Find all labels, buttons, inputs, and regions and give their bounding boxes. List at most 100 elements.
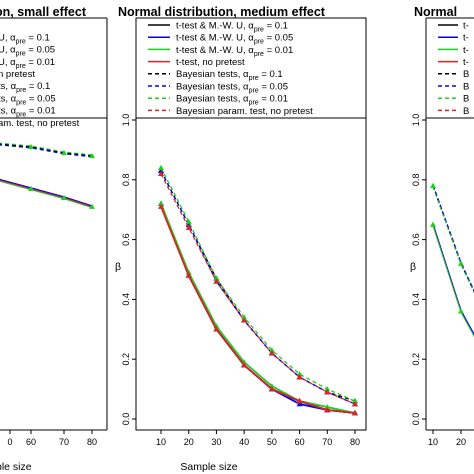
data-point <box>296 374 303 380</box>
legend-label: Bayesian param. test, no pretest <box>176 106 313 117</box>
legend-label: B <box>463 106 469 117</box>
data-point <box>296 398 303 404</box>
x-tick-label: 70 <box>59 437 69 447</box>
plot-area: 0.0 0.2 0.4 0.6 0.8 1.0 10 20 <box>411 114 474 447</box>
x-tick-label: 60 <box>295 437 305 447</box>
data-point <box>158 167 164 174</box>
data-point <box>324 404 331 410</box>
x-tick-label: 60 <box>26 437 36 447</box>
data-point <box>268 347 275 353</box>
plot-area: 0.0 0.2 0.4 0.6 0.8 1.0 10 20 30 40 50 60 70 80 <box>121 114 367 447</box>
legend-label: t-test & M.-W. U, αpre = 0.05 <box>176 33 293 46</box>
legend-label: t-test & M.-W. U, αpre = 0.01 <box>176 45 293 58</box>
series-line <box>160 203 356 414</box>
data-point <box>0 144 1 147</box>
data-point <box>324 389 331 395</box>
data-point <box>324 386 331 392</box>
data-point <box>61 149 67 156</box>
plot-area: 0 60 70 80 <box>0 117 108 447</box>
legend-label: ts, αpre = 0.1 <box>0 81 50 94</box>
legend-label: t- <box>463 57 469 68</box>
x-tick-label: 20 <box>184 437 194 447</box>
legend: t-test & M.-W. U, αpre = 0.1t-test & M.-… <box>135 17 367 119</box>
series-line <box>432 223 474 335</box>
legend-label: B <box>463 94 469 105</box>
data-point <box>158 170 164 177</box>
legend-box <box>135 17 367 119</box>
series-line <box>160 167 356 402</box>
panel-title: on, small effect <box>0 5 87 19</box>
series-line <box>0 143 93 157</box>
x-tick-label: 10 <box>156 437 166 447</box>
data-point <box>185 218 192 224</box>
data-point <box>213 326 220 332</box>
data-point <box>241 314 248 320</box>
legend-label: ts, αpre = 0.01 <box>0 106 56 119</box>
y-axis-label: β <box>410 261 416 273</box>
data-point <box>268 386 275 392</box>
data-point <box>241 317 248 323</box>
y-tick-label: 0.2 <box>121 353 131 366</box>
x-tick-label: 40 <box>239 437 249 447</box>
legend: U, αpre = 0.1U, αpre = 0.05U, αpre = 0.0… <box>0 17 108 129</box>
legend-label: ts, αpre = 0.05 <box>0 93 56 106</box>
data-point <box>28 185 34 191</box>
data-point <box>352 398 358 404</box>
y-tick-label: 0.4 <box>121 293 131 306</box>
y-tick-label: 0.6 <box>121 233 131 246</box>
data-point <box>158 200 164 206</box>
data-point <box>241 362 248 368</box>
series-line <box>0 178 93 207</box>
legend-label: B <box>463 69 469 80</box>
legend-label: Bayesian tests, αpre = 0.1 <box>176 69 283 82</box>
legend-label: t- <box>463 45 469 56</box>
y-tick-label: 0.8 <box>411 174 421 187</box>
legend-label: U, αpre = 0.01 <box>0 57 55 70</box>
x-tick-label: 10 <box>428 437 438 447</box>
data-point <box>213 275 220 281</box>
y-tick-label: 0.0 <box>411 413 421 426</box>
panel-title: Normal distribution, medium effect <box>118 5 326 19</box>
y-axis-label: β <box>115 261 121 273</box>
x-tick-label: 80 <box>350 437 360 447</box>
series-line <box>0 144 93 158</box>
panel-medium-effect: Normal distribution, medium effect t-tes… <box>115 5 367 473</box>
x-tick-label: 20 <box>456 437 466 447</box>
data-point <box>61 194 67 200</box>
series-line <box>160 206 356 414</box>
panel-title: Normal <box>414 5 457 19</box>
y-tick-label: 1.0 <box>411 114 421 127</box>
legend-label: B <box>463 81 469 92</box>
panel-small-effect: on, small effect U, αpre = 0.1U, αpre = … <box>0 5 108 473</box>
data-point <box>0 180 1 182</box>
x-tick-label: 50 <box>267 437 277 447</box>
data-point <box>185 224 192 230</box>
legend-label: t- <box>463 20 469 31</box>
data-point <box>430 221 436 227</box>
y-tick-label: 1.0 <box>121 114 131 127</box>
data-point <box>296 401 303 407</box>
data-point <box>430 182 436 188</box>
data-point <box>458 308 464 314</box>
data-point <box>89 152 95 159</box>
y-tick-label: 0.2 <box>411 353 421 366</box>
data-point <box>89 203 95 209</box>
legend-label: U, αpre = 0.1 <box>0 32 50 45</box>
x-tick-label: 30 <box>211 437 221 447</box>
y-tick-label: 0.6 <box>411 233 421 246</box>
data-point <box>185 272 192 278</box>
series-line <box>0 179 93 208</box>
legend-label: t-test, no pretest <box>176 57 245 68</box>
data-point <box>28 143 34 150</box>
series-line <box>0 142 93 156</box>
legend-label: n pretest <box>0 69 35 80</box>
y-tick-label: 0.4 <box>411 293 421 306</box>
legend-label: Bayesian tests, αpre = 0.01 <box>176 94 288 107</box>
x-axis-label: ple size <box>0 461 32 473</box>
plot-frame <box>135 117 367 431</box>
legend-label: t- <box>463 33 469 44</box>
y-tick-label: 0.8 <box>121 174 131 187</box>
